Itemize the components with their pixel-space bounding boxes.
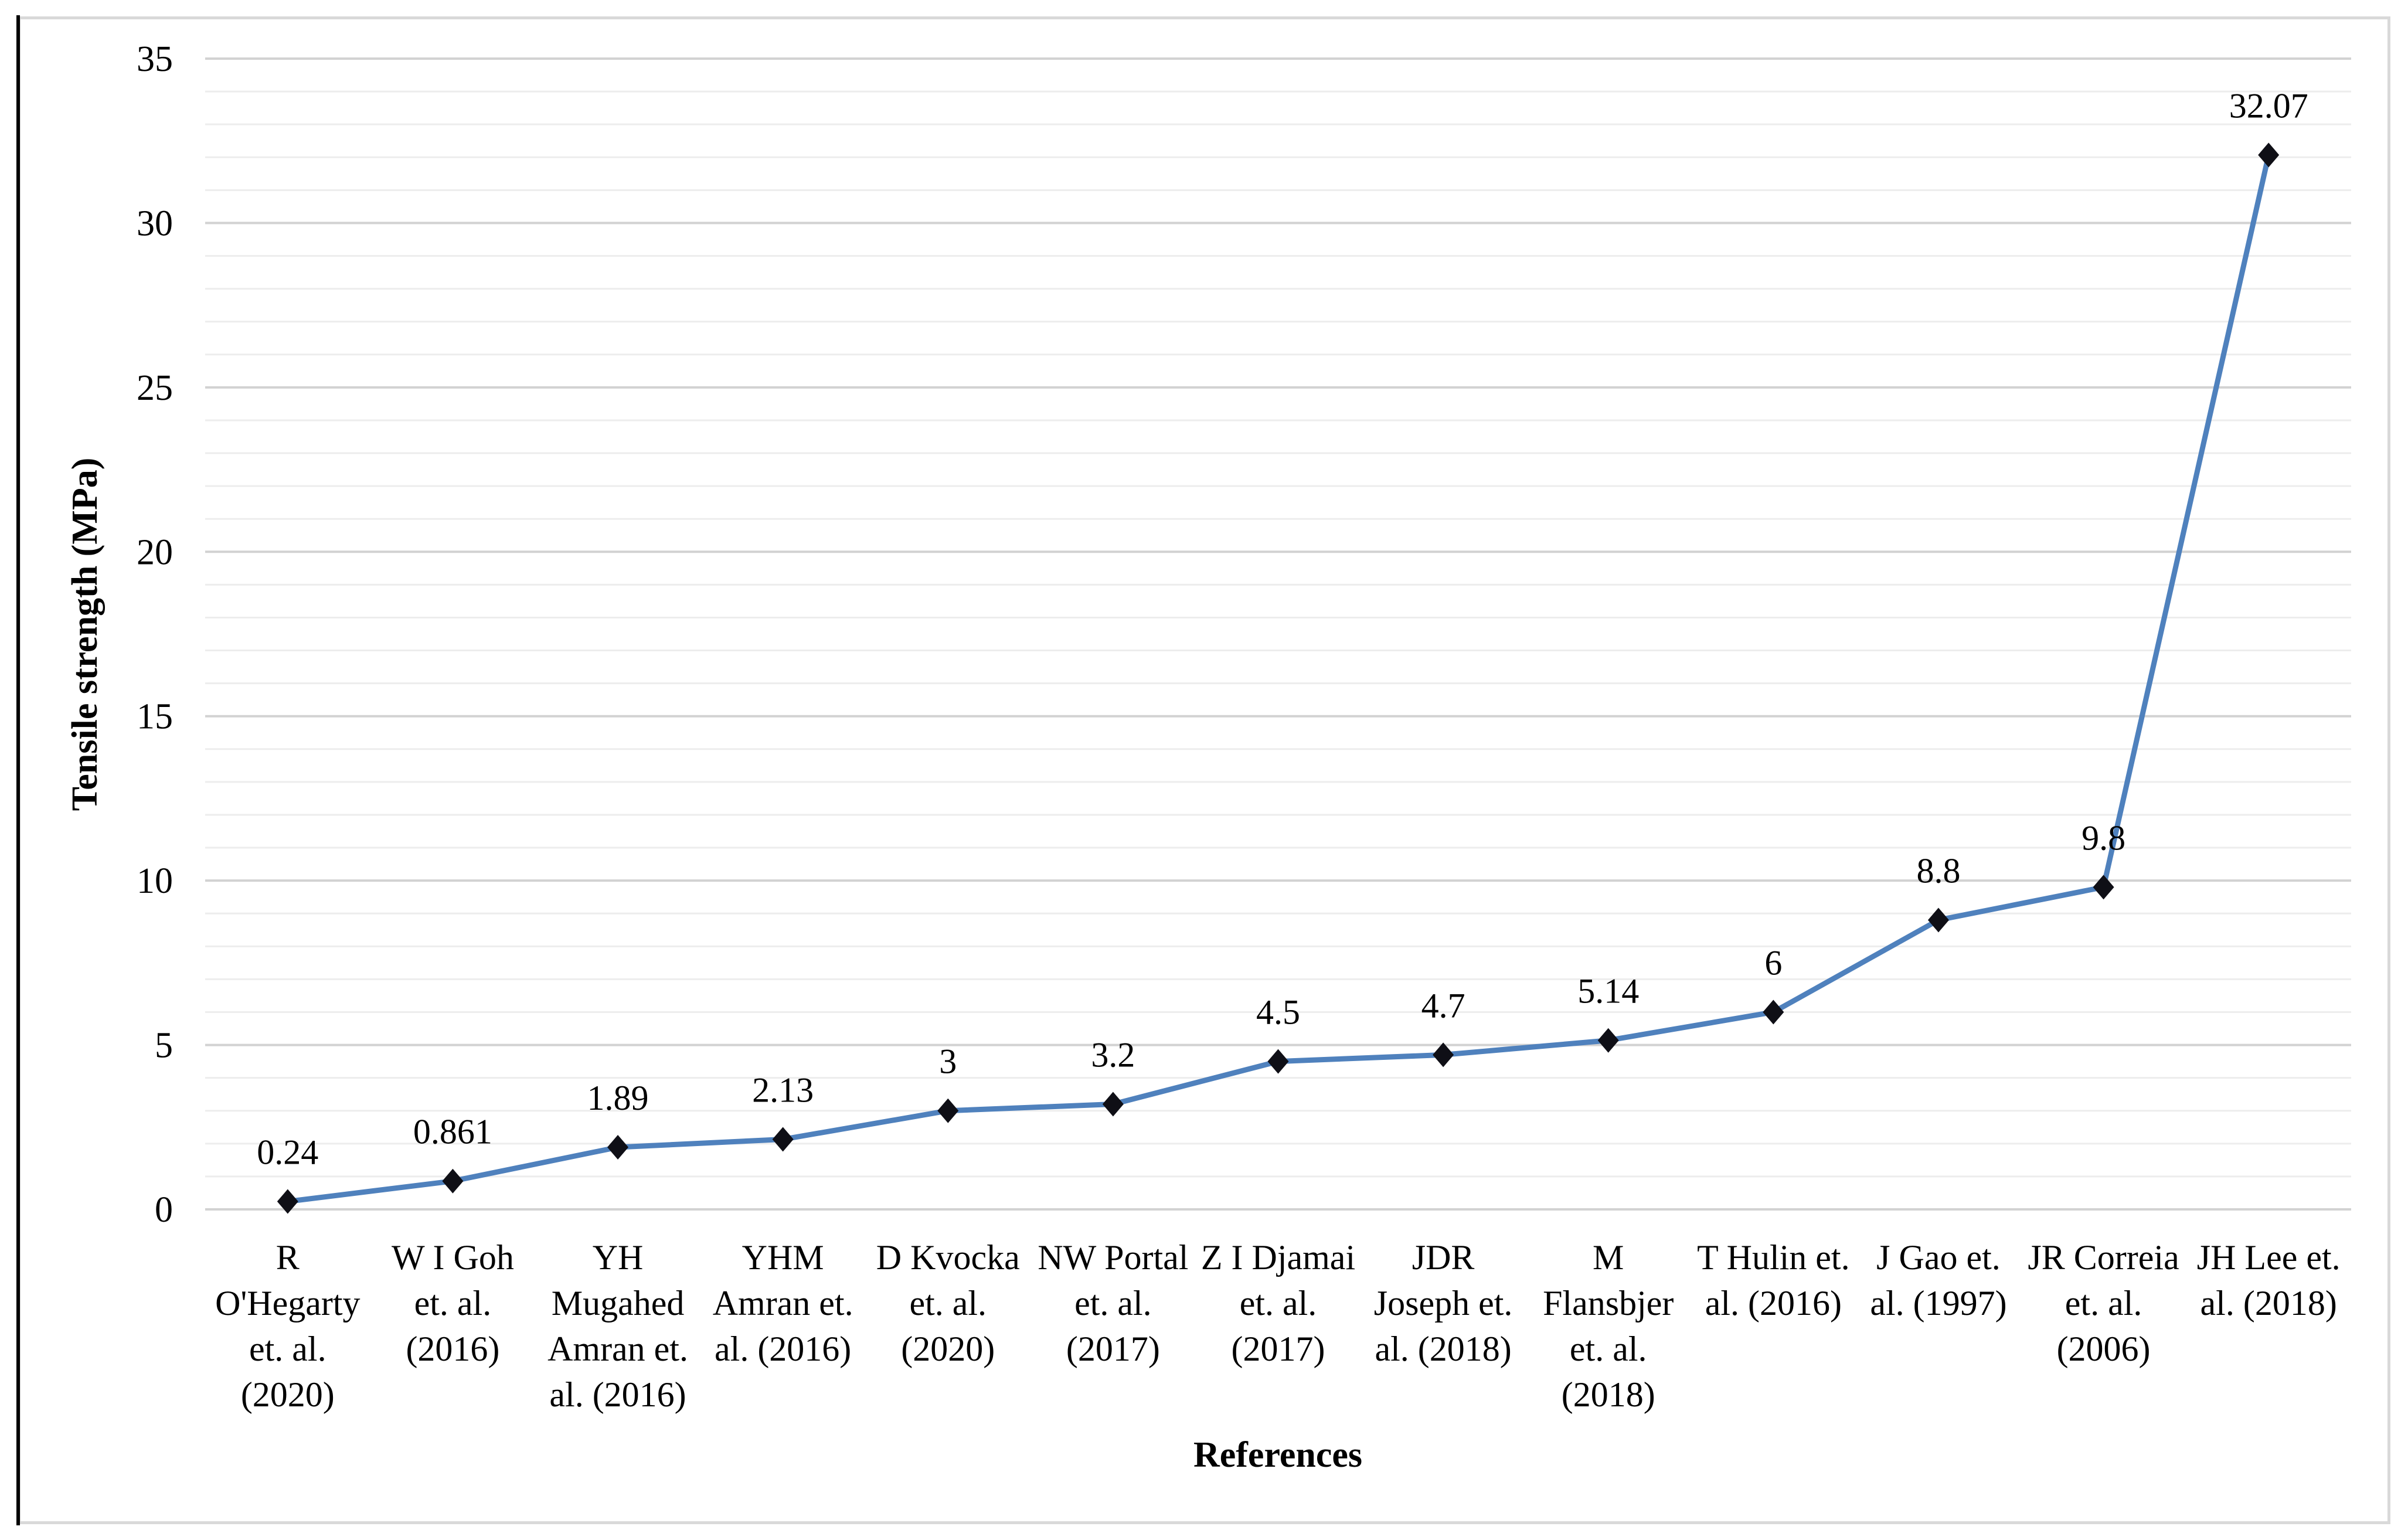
data-point-label: 9.8 xyxy=(2082,818,2125,857)
diamond-marker xyxy=(607,1134,629,1160)
x-axis-category-label: Z I Djamai et. al. (2017) xyxy=(1201,1238,1355,1368)
diamond-marker xyxy=(1597,1028,1619,1053)
data-point-label: 1.89 xyxy=(587,1079,649,1117)
x-axis-title: References xyxy=(1193,1435,1362,1475)
x-axis-category-label: R O'Hegarty et. al. (2020) xyxy=(215,1238,360,1414)
x-axis-category-label: T Hulin et. al. (2016) xyxy=(1697,1238,1850,1323)
gridlines xyxy=(205,57,2351,1211)
data-point-label: 3 xyxy=(939,1042,957,1081)
x-axis-category-label: YH Mugahed Amran et. al. (2016) xyxy=(547,1238,688,1414)
x-axis-category-label: D Kvocka et. al. (2020) xyxy=(876,1238,1020,1368)
left-border-rule xyxy=(16,15,20,1525)
y-axis-tick-label: 30 xyxy=(137,203,173,243)
tensile-strength-series xyxy=(277,142,2280,1214)
x-axis-category-label: JR Correia et. al. (2006) xyxy=(2028,1238,2179,1368)
diamond-marker xyxy=(2093,875,2114,900)
diamond-marker xyxy=(1763,1000,1784,1025)
y-axis-title: Tensile strength (MPa) xyxy=(65,458,105,811)
y-axis-tick-label: 5 xyxy=(155,1026,173,1066)
y-axis-tick-label: 20 xyxy=(137,532,173,572)
x-axis-category-label: W I Goh et. al. (2016) xyxy=(392,1238,514,1368)
diamond-marker xyxy=(277,1189,298,1214)
diamond-marker xyxy=(1102,1092,1124,1117)
diamond-marker xyxy=(937,1098,959,1123)
data-point-label: 4.5 xyxy=(1256,993,1300,1032)
diamond-marker xyxy=(442,1168,464,1194)
y-axis-tick-label: 25 xyxy=(137,368,173,408)
y-axis-tick-label: 15 xyxy=(137,697,173,737)
y-axis-tick-label: 35 xyxy=(137,39,173,79)
x-axis-category-label: NW Portal et. al. (2017) xyxy=(1038,1238,1188,1368)
diamond-marker xyxy=(1927,907,1949,933)
data-point-label: 2.13 xyxy=(752,1071,814,1110)
y-axis-tick-label: 10 xyxy=(137,861,173,901)
x-axis-category-label: YHM Amran et. al. (2016) xyxy=(713,1238,853,1368)
data-point-label: 3.2 xyxy=(1091,1036,1135,1075)
data-point-labels: 0.24 0.861 1.89 2.13 3 3.2 4.5 4.7 5.14 6 8.8 9.8 32… xyxy=(257,86,2308,1171)
diamond-marker xyxy=(772,1127,794,1152)
diamond-marker xyxy=(1433,1042,1454,1068)
data-point-label: 0.24 xyxy=(257,1133,318,1172)
x-axis-category-label: JH Lee et. al. (2018) xyxy=(2197,1238,2341,1323)
data-point-label: 4.7 xyxy=(1421,986,1465,1025)
data-point-label: 8.8 xyxy=(1916,851,1960,890)
x-axis-category-label: M Flansbjer et. al. (2018) xyxy=(1543,1238,1674,1414)
data-point-label: 32.07 xyxy=(2229,86,2308,125)
data-point-label: 6 xyxy=(1764,943,1782,982)
x-axis-category-label: J Gao et. al. (1997) xyxy=(1870,1238,2006,1323)
x-axis-category-labels: R O'Hegarty et. al. (2020) W I Goh et. al. (20… xyxy=(215,1238,2341,1414)
data-point-label: 0.861 xyxy=(413,1113,492,1151)
y-axis-tick-label: 0 xyxy=(155,1190,173,1230)
data-point-label: 5.14 xyxy=(1577,972,1639,1011)
x-axis-category-label: JDR Joseph et. al. (2018) xyxy=(1374,1238,1513,1368)
y-axis-tick-labels: 0 5 10 15 20 25 30 35 xyxy=(137,39,173,1230)
diamond-marker xyxy=(2258,142,2280,168)
diamond-marker xyxy=(1267,1049,1289,1074)
